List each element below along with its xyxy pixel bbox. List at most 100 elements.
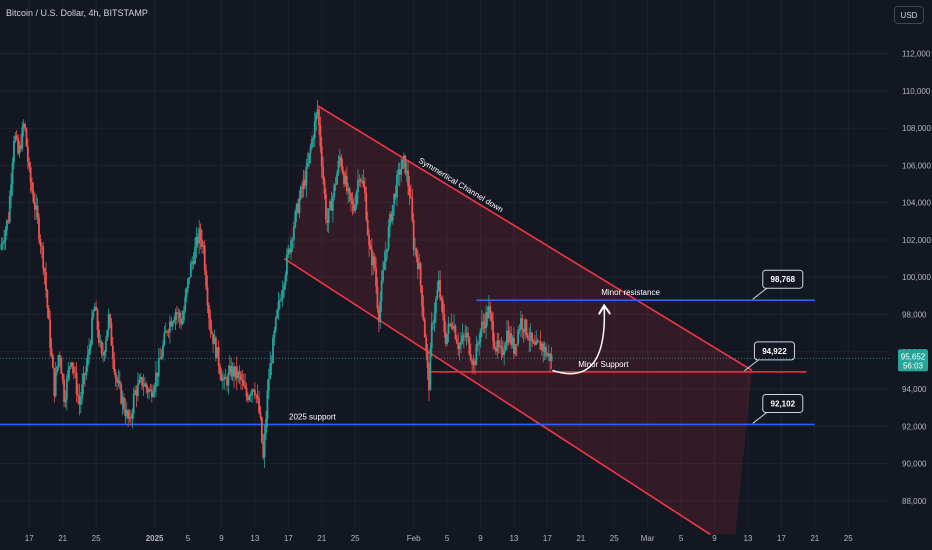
candle-body — [444, 331, 447, 345]
candle-body — [355, 192, 358, 206]
candle-body — [506, 330, 508, 345]
candle-body — [192, 261, 195, 264]
projection-arrow — [552, 307, 604, 375]
candle-body — [45, 272, 47, 291]
candle-body — [489, 306, 492, 314]
candle-body — [429, 348, 432, 391]
x-tick-label: 17 — [543, 534, 552, 543]
channel-lower-line[interactable] — [283, 257, 711, 536]
candle-body — [421, 285, 423, 307]
candle-body — [127, 410, 130, 419]
candle-body — [74, 372, 77, 374]
x-tick-label: 21 — [576, 534, 585, 543]
currency-button[interactable]: USD — [894, 6, 924, 24]
candle-body — [230, 365, 233, 377]
candle-body — [68, 366, 71, 370]
candle-body — [287, 249, 290, 255]
x-tick-label: 9 — [219, 534, 224, 543]
candle-body — [365, 193, 368, 220]
candle-body — [494, 348, 497, 352]
y-tick-label: 94,000 — [902, 385, 927, 394]
x-tick-label: 17 — [25, 534, 34, 543]
candle-body — [350, 193, 352, 201]
candle-body — [290, 240, 292, 253]
candle-body — [471, 360, 474, 365]
candle-body — [18, 145, 21, 154]
y-tick-label: 112,000 — [902, 50, 931, 59]
candle-body — [472, 360, 475, 365]
candle-body — [14, 135, 17, 142]
x-tick-label: 17 — [284, 534, 293, 543]
candle-body — [35, 205, 38, 210]
candle-body — [485, 311, 487, 329]
candle-body — [149, 389, 152, 391]
candle-body — [542, 343, 545, 352]
candle-body — [337, 160, 340, 174]
candle-body — [447, 323, 450, 334]
last-price-badge[interactable] — [898, 349, 928, 372]
candle-body — [86, 355, 89, 366]
candle-body — [234, 366, 237, 377]
y-tick-label: 98,000 — [902, 311, 927, 320]
candle-body — [50, 348, 53, 356]
candle-body — [54, 372, 57, 397]
candles — [0, 99, 553, 469]
candle-body — [394, 193, 397, 198]
horizontal-levels[interactable]: Minor resistance 98,768 Minor Support 94,92… — [0, 269, 815, 426]
candle-body — [220, 374, 223, 381]
descending-channel[interactable] — [283, 105, 753, 536]
candle-body — [547, 353, 550, 356]
candle-body — [408, 186, 411, 197]
candle-body — [188, 277, 191, 279]
candle-body — [357, 180, 359, 193]
candle-body — [102, 353, 104, 356]
candle-body — [162, 344, 164, 357]
candle-body — [81, 384, 84, 398]
candle-body — [63, 379, 65, 403]
candle-body — [52, 355, 54, 368]
candle-body — [514, 344, 517, 354]
candle-body — [479, 329, 482, 342]
x-tick-label: 25 — [351, 534, 360, 543]
candle-body — [340, 156, 343, 167]
candle-body — [17, 138, 20, 154]
candle-body — [184, 296, 187, 311]
candle-body — [312, 137, 315, 140]
y-tick-label: 92,000 — [902, 422, 927, 431]
value-callout-text: 94,922 — [762, 347, 787, 356]
candle-body — [508, 333, 511, 343]
x-tick-label: 5 — [679, 534, 684, 543]
candle-body — [462, 335, 465, 337]
candle-body — [15, 135, 18, 139]
candle-body — [323, 179, 326, 194]
candle-body — [358, 179, 361, 181]
candle-body — [521, 318, 524, 330]
candle-body — [536, 340, 539, 342]
candle-body — [281, 290, 284, 299]
candle-body — [28, 161, 31, 168]
candle-body — [448, 323, 451, 325]
candle-body — [341, 166, 344, 174]
candle-body — [326, 219, 329, 223]
candle-body — [518, 329, 521, 331]
candle-body — [376, 286, 379, 309]
candle-body — [95, 306, 98, 310]
candle-body — [79, 397, 82, 405]
candle-body — [368, 234, 370, 246]
candle-body — [391, 204, 394, 221]
candle-body — [467, 332, 469, 338]
candle-body — [412, 220, 415, 250]
candle-body — [403, 155, 405, 160]
candle-body — [57, 355, 60, 367]
candle-body — [387, 226, 390, 249]
candle-body — [362, 180, 365, 188]
candle-body — [538, 341, 540, 343]
x-tick-label: Feb — [407, 534, 421, 543]
candle-body — [409, 196, 412, 198]
y-tick-label: 104,000 — [902, 199, 931, 208]
candle-body — [316, 109, 319, 114]
candle-body — [152, 392, 155, 397]
channel-upper-line[interactable] — [317, 105, 753, 372]
candle-body — [319, 125, 322, 147]
